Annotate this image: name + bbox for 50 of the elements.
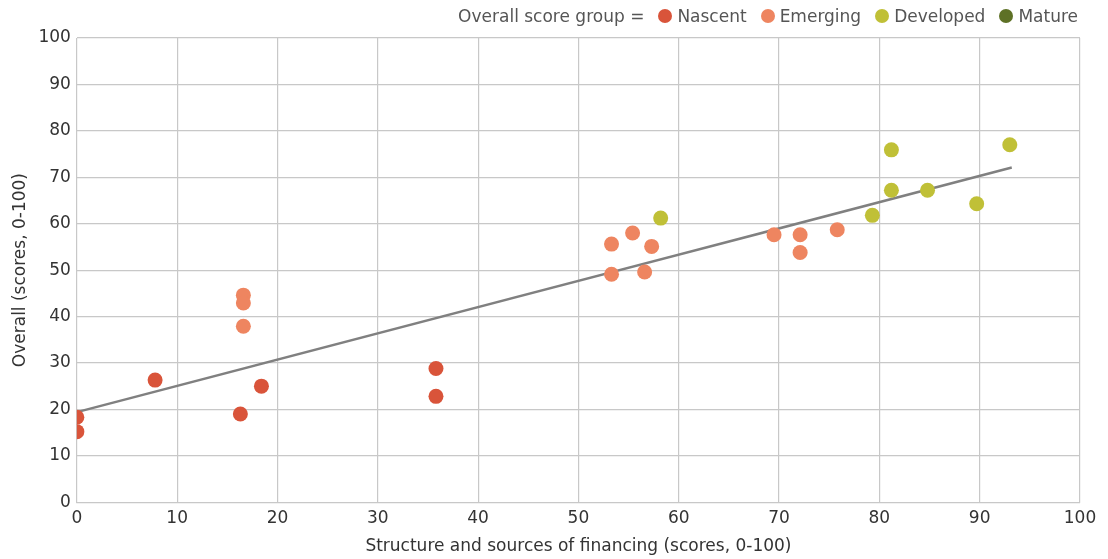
- point: [883, 142, 899, 158]
- y-tick-label: 90: [49, 72, 71, 93]
- x-tick-label: 50: [567, 506, 590, 527]
- point: [428, 388, 444, 404]
- point: [644, 238, 660, 254]
- x-tick-label: 10: [166, 506, 188, 527]
- y-tick-label: 80: [49, 119, 71, 140]
- x-tick-label: 20: [266, 506, 289, 527]
- point: [428, 361, 444, 377]
- point: [829, 222, 845, 238]
- legend-label: Nascent: [677, 6, 747, 26]
- y-tick-label: 20: [49, 397, 71, 418]
- point: [637, 264, 653, 280]
- point: [864, 207, 880, 223]
- y-tick-label: 70: [49, 165, 71, 186]
- point: [604, 236, 620, 252]
- point: [1002, 137, 1018, 153]
- y-tick-label: 40: [49, 304, 71, 325]
- y-tick-label: 10: [49, 444, 71, 465]
- legend-label: Emerging: [779, 6, 862, 26]
- point: [604, 266, 620, 282]
- x-tick-label: 80: [868, 506, 891, 527]
- x-tick-label: 30: [366, 506, 389, 527]
- x-tick-label: 70: [768, 506, 790, 527]
- y-tick-label: 0: [60, 490, 71, 511]
- point: [253, 378, 269, 394]
- y-axis-title: Overall (scores, 0-100): [8, 173, 29, 368]
- legend-title: Overall score group =: [458, 6, 645, 26]
- y-tick-label: 60: [49, 212, 71, 233]
- point: [147, 372, 163, 388]
- point: [232, 406, 248, 422]
- y-tick-label: 100: [38, 26, 71, 47]
- point: [792, 227, 808, 243]
- x-tick-label: 90: [968, 506, 991, 527]
- point: [625, 225, 641, 241]
- point: [235, 318, 251, 334]
- legend-label: Developed: [894, 6, 986, 26]
- legend-label: Mature: [1018, 6, 1078, 26]
- point: [653, 210, 669, 226]
- point: [792, 244, 808, 260]
- y-tick-label: 50: [49, 258, 71, 279]
- x-tick-label: 40: [467, 506, 489, 527]
- y-tick-label: 30: [49, 351, 71, 372]
- point: [766, 227, 782, 243]
- point: [969, 196, 985, 212]
- point: [920, 182, 936, 198]
- x-axis-title: Structure and sources of financing (scores, 0-100): [365, 535, 792, 556]
- x-tick-label: 60: [667, 506, 690, 527]
- x-tick-label: 100: [1063, 506, 1097, 527]
- point: [883, 182, 899, 198]
